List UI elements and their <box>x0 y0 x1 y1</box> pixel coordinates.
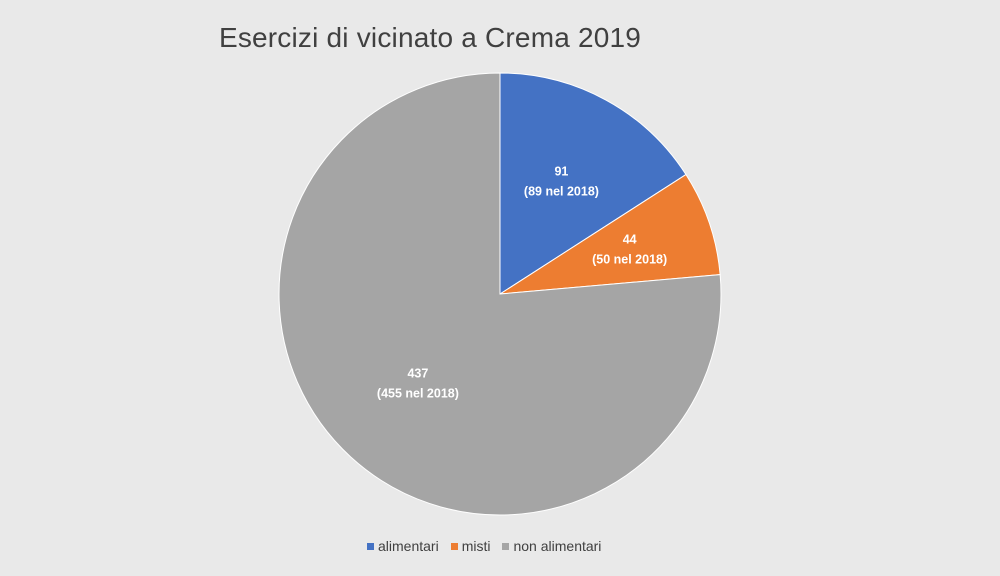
legend-label-non-alimentari: non alimentari <box>513 538 602 554</box>
legend-item-misti: misti <box>450 538 491 554</box>
data-label-value-non-alimentari: 437 <box>407 367 428 381</box>
legend-swatch-alimentari <box>367 542 374 550</box>
chart-title: Esercizi di vicinato a Crema 2019 <box>218 22 642 53</box>
data-label-note-alimentari: (89 nel 2018) <box>524 184 599 198</box>
pie-slice-misti <box>499 173 721 295</box>
data-label-note-non-alimentari: (455 nel 2018) <box>377 387 459 401</box>
legend-item-non-alimentari: non alimentari <box>502 538 601 554</box>
legend-swatch-misti <box>450 542 458 550</box>
legend: alimentari misti non alimentari <box>367 538 601 554</box>
legend-item-alimentari: alimentari <box>367 538 439 554</box>
legend-swatch-non-alimentari <box>502 542 510 550</box>
data-label-note-misti: (50 nel 2018) <box>592 253 667 267</box>
legend-label-misti: misti <box>461 538 491 554</box>
data-label-value-misti: 44 <box>623 233 637 247</box>
legend-label-alimentari: alimentari <box>378 538 439 554</box>
data-label-value-alimentari: 91 <box>554 164 568 178</box>
pie-slice-non-alimentari <box>278 72 722 516</box>
pie-slice-alimentari <box>499 72 687 295</box>
